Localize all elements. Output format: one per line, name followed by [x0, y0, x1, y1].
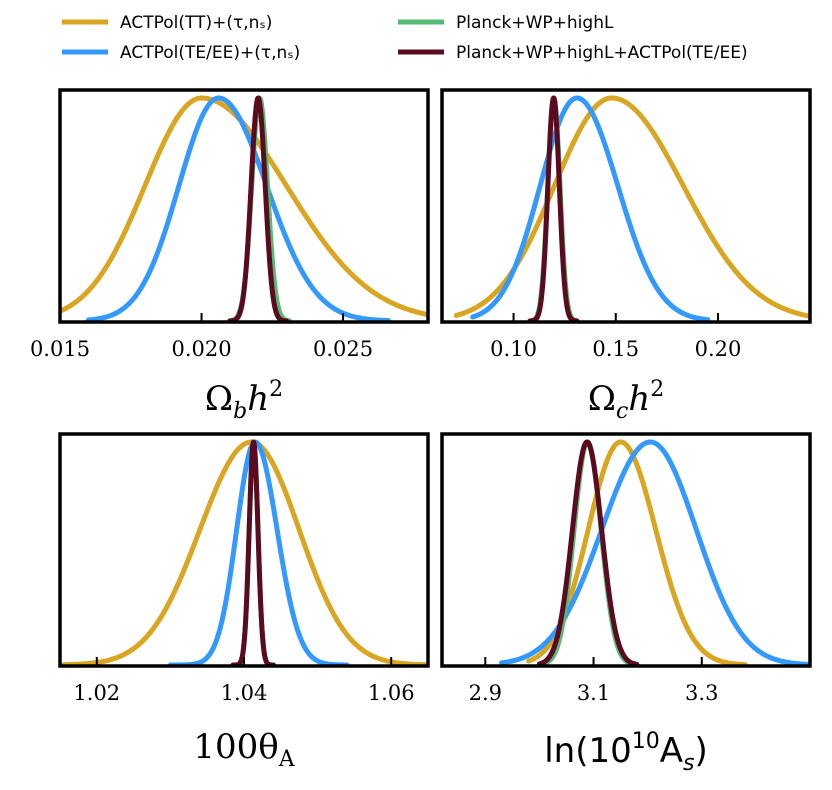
curve-omegac-teee [470, 95, 711, 322]
panel-theta-xlabel-sub: A [278, 747, 296, 772]
tick-label-lnAs-1: 3.1 [577, 681, 610, 705]
curve-lnAs-teee [499, 439, 810, 666]
legend: ACTPol(TT)+(τ,nₛ) ACTPol(TE/EE)+(τ,nₛ) P… [62, 13, 748, 63]
curve-lnAs-plact [536, 439, 640, 666]
tick-label-lnAs-0: 2.9 [469, 681, 502, 705]
panel-omegac-xlabel-rest: h [628, 379, 650, 419]
legend-label-plact: Planck+WP+highL+ACTPol(TE/EE) [456, 43, 748, 63]
panel-omegab-ticks: 0.015 0.020 0.025 [30, 313, 373, 361]
panel-omegab-xlabel-sup: 2 [269, 377, 283, 402]
panel-omegac-curves [453, 95, 810, 322]
legend-entry-pl: Planck+WP+highL [398, 13, 614, 33]
panel-omegab-curves [60, 95, 428, 322]
curve-omegac-plact [527, 95, 580, 322]
tick-label-theta-0: 1.02 [73, 681, 120, 705]
curve-omegab-teee [85, 95, 391, 322]
panel-omegac-frame [440, 88, 812, 324]
panel-theta: 1.02 1.04 1.06 100θA [58, 432, 430, 772]
panel-omegac-xlabel-sub: c [616, 399, 628, 424]
tick-label-omegac-0: 0.10 [490, 337, 537, 361]
panel-theta-curves [60, 439, 428, 666]
tick-label-omegac-2: 0.20 [695, 337, 742, 361]
tick-label-omegac-1: 0.15 [592, 337, 639, 361]
legend-entry-teee: ACTPol(TE/EE)+(τ,nₛ) [62, 43, 300, 63]
panel-lnAs-xlabel-sub: s [683, 751, 694, 776]
panel-omegac: 0.10 0.15 0.20 Ωch2 [440, 88, 812, 424]
panel-lnAs: 2.9 3.1 3.3 ln(1010As) [440, 432, 812, 776]
panel-lnAs-curves [499, 439, 810, 666]
panel-lnAs-xlabel-sup: 10 [632, 729, 660, 754]
panel-omegab-xlabel-rest: h [247, 379, 269, 419]
legend-label-tt: ACTPol(TT)+(τ,nₛ) [120, 13, 272, 33]
panel-lnAs-xlabel-suffix: A [660, 731, 683, 771]
panel-lnAs-ticks: 2.9 3.1 3.3 [469, 657, 718, 705]
legend-entry-tt: ACTPol(TT)+(τ,nₛ) [62, 13, 272, 33]
panel-theta-xlabel-main: 100θ [193, 727, 278, 767]
legend-entry-plact: Planck+WP+highL+ACTPol(TE/EE) [398, 43, 748, 63]
panel-omegac-xlabel-sup: 2 [650, 377, 664, 402]
legend-label-pl: Planck+WP+highL [456, 13, 614, 33]
panel-lnAs-xlabel-main: ln(10 [544, 731, 632, 771]
tick-label-lnAs-2: 3.3 [685, 681, 718, 705]
tick-label-omegab-0: 0.015 [30, 337, 90, 361]
tick-label-omegab-1: 0.020 [171, 337, 231, 361]
panel-omegab-xlabel: Ωbh2 [205, 377, 283, 424]
tick-label-theta-2: 1.06 [368, 681, 415, 705]
panel-omegab-xlabel-main: Ω [205, 379, 233, 419]
curve-theta-teee [167, 439, 350, 666]
panel-lnAs-xlabel-close: ) [695, 731, 708, 771]
panel-lnAs-frame [440, 432, 812, 668]
curve-omegab-pl [227, 95, 292, 322]
tick-label-omegab-2: 0.025 [313, 337, 373, 361]
curve-omegab-plact [227, 95, 289, 322]
panel-lnAs-xlabel: ln(1010As) [544, 729, 708, 776]
panel-omegab-xlabel-sub: b [233, 399, 247, 424]
panel-omegac-xlabel: Ωch2 [588, 377, 664, 424]
legend-label-teee: ACTPol(TE/EE)+(τ,nₛ) [120, 43, 300, 63]
panel-omegab: 0.015 0.020 0.025 Ωbh2 [30, 88, 430, 424]
panel-omegac-ticks: 0.10 0.15 0.20 [490, 313, 741, 361]
panel-omegac-xlabel-main: Ω [588, 379, 616, 419]
panel-theta-xlabel: 100θA [193, 727, 295, 772]
tick-label-theta-1: 1.04 [221, 681, 268, 705]
curve-theta-tt [60, 439, 428, 666]
panel-omegab-frame [58, 88, 430, 324]
panel-theta-ticks: 1.02 1.04 1.06 [73, 657, 415, 705]
curve-theta-plact [230, 439, 276, 666]
